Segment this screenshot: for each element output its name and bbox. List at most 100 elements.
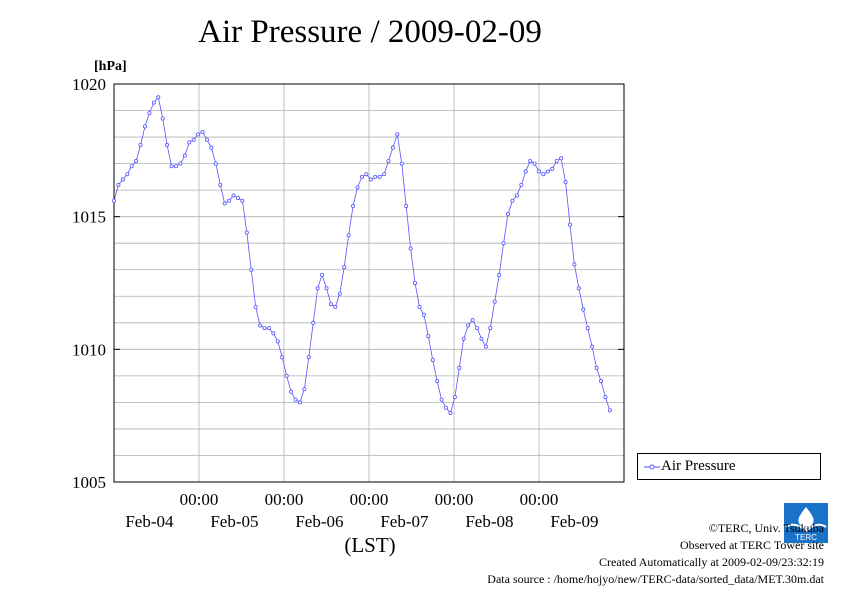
data-point [368,177,373,182]
plot-frame [113,83,625,483]
data-point [160,116,165,121]
data-point [386,158,391,163]
data-point [603,395,608,400]
data-point [590,344,595,349]
data-point [364,172,369,177]
copyright-text: ©TERC, Univ. Tsukuba [708,521,824,535]
data-point [112,198,117,203]
legend-swatch [644,464,660,470]
data-point [435,379,440,384]
x-date-label: Feb-09 [550,512,598,531]
data-point [532,161,537,166]
data-point [497,273,502,278]
data-point [187,140,192,145]
data-point [169,164,174,169]
data-point [430,357,435,362]
x-date-label: Feb-07 [380,512,429,531]
x-date-label: Feb-05 [210,512,258,531]
data-point [537,169,542,174]
data-point [182,153,187,158]
data-point [116,182,121,187]
data-point [218,182,223,187]
axis-labels: 1020 1015 1010 1005 [hPa] 00:00 00:00 00:00 00:0… [72,59,599,557]
data-point [421,312,426,317]
observed-text: Observed at TERC Tower site [679,538,824,552]
data-point [355,185,360,190]
data-point [213,161,218,166]
data-point [240,198,245,203]
data-point [315,286,320,291]
data-point [373,174,378,179]
data-point [204,137,209,142]
data-point [413,280,418,285]
data-point [129,164,134,169]
data-point [550,166,555,171]
data-point [439,397,444,402]
data-point [138,143,143,148]
data-point [258,323,263,328]
data-point [134,158,139,163]
grid [114,84,624,482]
data-point [209,145,214,150]
data-point [284,373,289,378]
legend-label: Air Pressure [661,458,736,474]
data-point [222,201,227,206]
series-line [113,96,611,414]
data-point [324,286,329,291]
data-point [328,302,333,307]
data-point [488,326,493,331]
y-axis-label: [hPa] [94,59,127,74]
data-point [262,326,267,331]
data-point [147,111,152,116]
y-tick-label: 1020 [72,75,106,94]
data-point [235,196,240,201]
data-point [249,267,254,272]
y-tick-label: 1010 [72,340,106,359]
data-point [483,344,488,349]
data-point [528,158,533,163]
data-point [457,365,462,370]
series-line [112,95,612,416]
x-tick-label: 00:00 [180,490,219,509]
x-tick-label: 00:00 [435,490,474,509]
data-point [297,400,302,405]
x-tick-label: 00:00 [520,490,559,509]
data-point [461,336,466,341]
data-point [200,129,205,134]
data-point [293,397,298,402]
data-point [426,334,431,339]
axes [113,83,625,483]
x-axis-label: (LST) [344,533,395,557]
data-point [404,204,409,209]
data-point [165,143,170,148]
data-point [337,291,342,296]
data-point [280,355,285,360]
source-text: Data source : /home/hojyo/new/TERC-data/… [487,572,824,586]
data-point [448,411,453,416]
data-point [382,172,387,177]
data-point [470,318,475,323]
data-point [607,408,612,413]
data-point [359,174,364,179]
x-tick-label: 00:00 [350,490,389,509]
data-point [275,339,280,344]
data-point [227,198,232,203]
data-point [253,304,258,309]
data-point [289,389,294,394]
data-point [395,132,400,137]
data-point [554,158,559,163]
data-point [576,286,581,291]
data-point [266,326,271,331]
data-point [306,355,311,360]
data-point [559,156,564,161]
data-point [377,174,382,179]
data-point [390,145,395,150]
y-tick-label: 1015 [72,208,106,227]
data-point [510,198,515,203]
data-point [585,326,590,331]
data-point [142,124,147,129]
data-point [581,307,586,312]
data-point [342,265,347,270]
x-date-label: Feb-04 [125,512,174,531]
x-tick-label: 00:00 [265,490,304,509]
